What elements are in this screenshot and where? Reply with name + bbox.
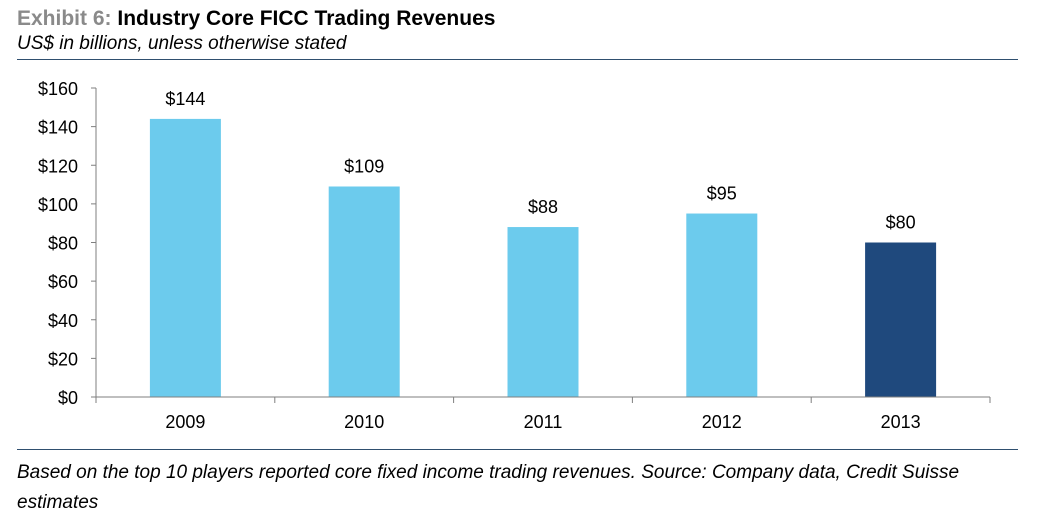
chart-title: Exhibit 6: Industry Core FICC Trading Re… <box>17 6 1021 32</box>
y-tick-label: $0 <box>58 388 78 408</box>
bar-2012 <box>686 213 758 397</box>
data-label: $88 <box>528 197 558 217</box>
y-tick-label: $100 <box>38 195 78 215</box>
y-tick-label: $60 <box>48 272 78 292</box>
data-label: $109 <box>344 156 384 176</box>
y-tick-label: $20 <box>48 349 78 369</box>
bar-chart: $0 $20 $40 $60 $80 $100 $120 $140 $160 $144 2009 $1… <box>38 79 991 432</box>
bar-2011 <box>507 227 579 397</box>
y-tick-label: $160 <box>38 79 78 99</box>
data-label: $95 <box>707 184 737 204</box>
bar-2009 <box>149 118 221 398</box>
y-tick-label: $40 <box>48 311 78 331</box>
x-tick-label: 2010 <box>344 412 384 432</box>
bottom-divider <box>17 449 1018 450</box>
x-tick-label: 2013 <box>881 412 921 432</box>
top-divider <box>17 59 1018 60</box>
y-tick-label: $80 <box>48 234 78 254</box>
x-tick-label: 2011 <box>524 412 563 432</box>
chart-title-text: Industry Core FICC Trading Revenues <box>117 7 496 30</box>
footnote: Based on the top 10 players reported cor… <box>17 462 960 513</box>
data-label: $144 <box>165 89 205 109</box>
x-tick-label: 2009 <box>165 412 205 432</box>
y-tick-label: $120 <box>38 156 78 176</box>
exhibit-label: Exhibit 6: <box>17 7 112 30</box>
chart-subtitle: US$ in billions, unless otherwise stated <box>17 33 347 54</box>
chart-header: Exhibit 6: Industry Core FICC Trading Re… <box>17 6 1021 56</box>
bar-2013 <box>865 242 937 397</box>
bar-2010 <box>328 186 400 397</box>
x-tick-label: 2012 <box>702 412 742 432</box>
y-tick-label: $140 <box>38 118 78 138</box>
data-label: $80 <box>886 213 916 233</box>
